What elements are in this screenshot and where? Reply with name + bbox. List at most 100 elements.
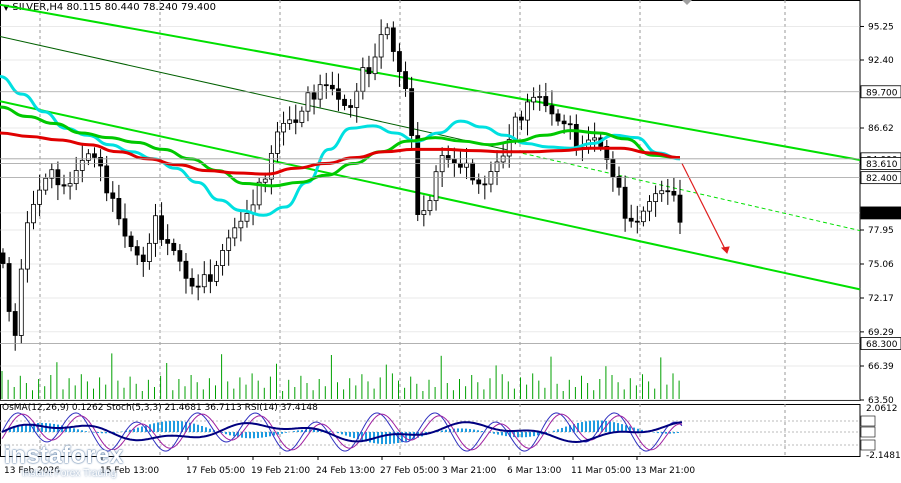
candle-body (201, 274, 207, 288)
candle-body (12, 311, 18, 336)
candle-body (390, 27, 396, 52)
candle-body (183, 260, 189, 279)
candle-body (403, 71, 408, 90)
candle-body (537, 96, 543, 98)
candle-body (140, 254, 146, 262)
indicator-level-box (860, 426, 876, 438)
sub-frame (0, 404, 861, 457)
candle-body (519, 116, 524, 121)
current-price-label: 79.400 (866, 209, 898, 219)
chart-title: ▼ SILVER,H4 80.115 80.440 78.240 79.400 (3, 2, 216, 13)
candle-body (18, 268, 24, 336)
y-tick-label: 69.29 (868, 328, 894, 338)
candle-body (287, 119, 293, 124)
candle-body (311, 92, 317, 100)
level-price-label: 89.700 (866, 88, 898, 98)
candle-body (634, 220, 640, 223)
candle-body (79, 159, 85, 171)
candle-body (476, 179, 482, 185)
candle-body (67, 183, 73, 187)
level-price-label: 68.300 (866, 340, 898, 350)
collapse-triangle-icon[interactable]: ▼ (3, 3, 10, 12)
x-tick-label: 13 Mar 21:00 (635, 466, 695, 476)
y-tick-label: 75.06 (868, 260, 894, 270)
candle-body (543, 96, 549, 107)
chart-shift-marker-icon (682, 0, 692, 5)
x-tick-label: 27 Feb 05:00 (380, 466, 439, 476)
indicator-level-label: -2.1481 (866, 451, 901, 461)
candle-body (641, 210, 646, 223)
candle-body (336, 88, 341, 100)
candle-body (482, 183, 488, 186)
ema-slow-line (0, 131, 681, 176)
level-price-label: 83.610 (866, 160, 898, 170)
ema-fast-line (0, 74, 681, 217)
candle-body (397, 51, 402, 72)
candle-body (73, 170, 79, 185)
y-tick-label: 77.95 (868, 226, 894, 236)
candle-body (653, 193, 659, 202)
indicator-level-box (860, 415, 876, 427)
candle-body (525, 101, 530, 121)
y-tick-label: 72.17 (868, 294, 894, 304)
x-tick-label: 17 Feb 05:00 (186, 466, 245, 476)
candle-body (512, 116, 518, 140)
trend-line (0, 35, 517, 153)
channel-upper-line (0, 3, 861, 161)
candle-body (561, 120, 567, 125)
candle-body (427, 200, 433, 212)
candle-body (226, 237, 232, 251)
stoch-main-line (1, 412, 683, 452)
candle-body (445, 155, 451, 160)
candle-body (464, 162, 469, 168)
candle-body (366, 67, 372, 75)
indicator-label: OsMA(12,26,9) 0.1262 Stoch(5,3,3) 21.468… (2, 403, 318, 413)
candle-body (458, 162, 463, 168)
candle-body (671, 190, 677, 196)
candle-body (299, 110, 305, 123)
candle-body (360, 67, 366, 92)
candle-body (415, 135, 421, 215)
candle-body (0, 252, 6, 264)
candle-body (573, 123, 579, 148)
candle-body (494, 161, 500, 172)
symbol-label: SILVER,H4 (12, 2, 64, 13)
candle-body (49, 169, 55, 179)
current-price-box (860, 206, 901, 220)
x-tick-label: 3 Mar 21:00 (442, 466, 497, 476)
level-price-box (860, 157, 901, 170)
candle-body (610, 159, 616, 177)
candle-body (134, 246, 140, 256)
instaforex-logo: instaforex Instant Forex Trading (4, 442, 124, 479)
candle-body (171, 242, 177, 251)
main-frame (0, 0, 861, 401)
candle-body (433, 171, 439, 202)
candle-body (189, 277, 195, 287)
forecast-arrow-line (681, 163, 728, 254)
candle-body (110, 192, 116, 199)
candle-body (232, 227, 238, 239)
candle-body (268, 153, 274, 180)
candle-body (37, 189, 42, 205)
candle-body (329, 84, 335, 90)
y-tick-label: 92.40 (868, 56, 894, 66)
candle-body (378, 34, 384, 58)
candle-body (98, 157, 103, 167)
candle-body (275, 131, 280, 154)
candle-body (384, 27, 390, 36)
logo-tagline: Instant Forex Trading (22, 468, 117, 479)
candle-body (244, 213, 250, 222)
trend-line-dashed (515, 151, 861, 232)
level-price-box (860, 171, 901, 185)
candle-body (592, 137, 598, 141)
stoch-signal-line (1, 413, 683, 451)
forecast-arrow-head-icon (720, 246, 730, 254)
y-tick-label: 95.25 (868, 22, 894, 32)
y-tick-label: 63.50 (868, 396, 894, 406)
x-tick-label: 6 Mar 13:00 (507, 466, 562, 476)
y-tick-label: 66.39 (868, 362, 894, 372)
candle-body (153, 215, 158, 244)
candle-body (207, 274, 213, 282)
x-tick-label: 19 Feb 21:00 (251, 466, 310, 476)
